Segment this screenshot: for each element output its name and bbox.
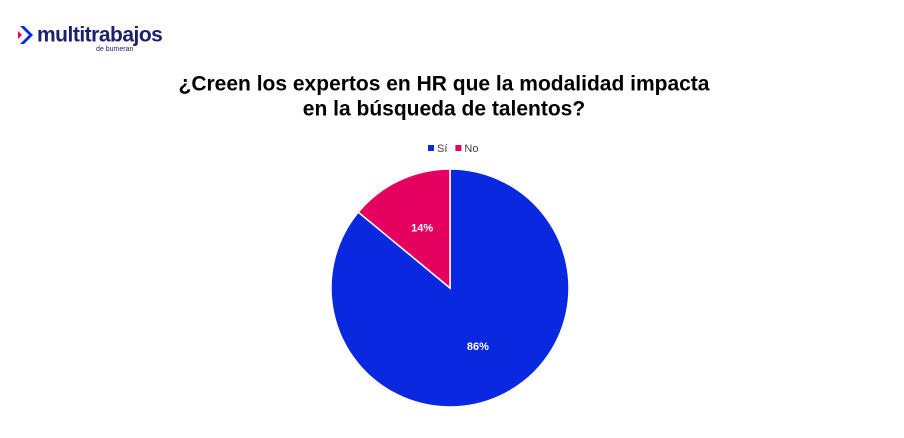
data-label: 14% (411, 223, 433, 235)
logo-icon (20, 26, 33, 44)
legend-label: No (464, 143, 478, 155)
logo-tagline: de bumeran (96, 46, 133, 53)
pie-slice (357, 168, 451, 290)
legend-label: Sí (437, 143, 447, 155)
chart-title: en la búsqueda de talentos? (303, 98, 585, 121)
data-label: 86% (467, 341, 489, 353)
legend-swatch (428, 145, 434, 151)
chart-title: ¿Creen los expertos en HR que la modalid… (179, 73, 710, 96)
logo: multitrabajos de bumeran (18, 24, 163, 53)
logo-name: multitrabajos (37, 24, 162, 47)
logo-icon-accent (18, 31, 22, 39)
legend-swatch (455, 145, 462, 151)
